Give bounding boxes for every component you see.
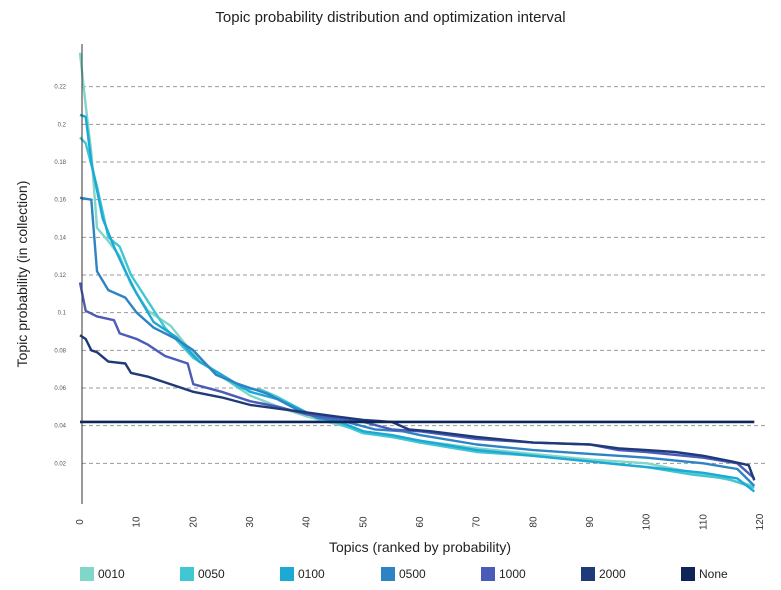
x-tick-label: 40 — [302, 516, 313, 528]
series-line-0500 — [79, 196, 756, 487]
y-tick-label: 0.08 — [54, 348, 66, 354]
legend: 0010 0050 0100 0500 1000 2000 None — [0, 565, 781, 585]
x-tick-label: 80 — [528, 516, 539, 528]
y-tick-label: 0.06 — [54, 386, 66, 392]
x-tick-label: 0 — [75, 519, 86, 525]
legend-swatch — [180, 567, 194, 581]
y-tick-labels: 0.02 0.04 0.06 0.08 0.1 0.12 0.14 0.16 0.18 0.2 0.… — [54, 85, 66, 468]
y-tick-label: 0.14 — [54, 235, 66, 241]
legend-swatch — [381, 567, 395, 581]
legend-label: 0100 — [298, 567, 325, 581]
series-line-2000 — [79, 334, 756, 481]
gridlines — [82, 86, 765, 464]
x-tick-label: 110 — [698, 514, 709, 530]
y-tick-label: 0.2 — [58, 122, 67, 128]
legend-swatch — [681, 567, 695, 581]
legend-item-0100: 0100 — [280, 565, 325, 583]
legend-item-0010: 0010 — [80, 565, 125, 583]
y-tick-label: 0.04 — [54, 424, 66, 430]
legend-label: 0010 — [98, 567, 125, 581]
legend-swatch — [280, 567, 294, 581]
x-tick-label: 10 — [132, 516, 143, 528]
series-line-1000 — [78, 282, 756, 480]
legend-item-0500: 0500 — [381, 565, 426, 583]
chart-title: Topic probability distribution and optim… — [215, 9, 566, 26]
legend-label: None — [699, 567, 728, 581]
legend-swatch — [581, 567, 595, 581]
series-lines — [78, 52, 756, 493]
y-tick-label: 0.02 — [54, 461, 66, 467]
legend-label: 0050 — [198, 567, 225, 581]
y-tick-label: 0.16 — [54, 198, 66, 204]
y-tick-label: 0.18 — [54, 160, 66, 166]
x-tick-label: 120 — [755, 513, 766, 530]
x-tick-label: 20 — [188, 516, 199, 528]
x-tick-label: 100 — [642, 513, 653, 530]
x-axis-label: Topics (ranked by probability) — [329, 539, 511, 555]
x-tick-label: 70 — [472, 516, 483, 528]
y-tick-label: 0.22 — [54, 85, 66, 91]
legend-item-1000: 1000 — [481, 565, 526, 583]
legend-label: 1000 — [499, 567, 526, 581]
y-axis-label: Topic probability (in collection) — [14, 181, 30, 368]
x-tick-label: 30 — [245, 516, 256, 528]
legend-item-0050: 0050 — [180, 565, 225, 583]
legend-item-None: None — [681, 565, 728, 583]
legend-label: 2000 — [599, 567, 626, 581]
x-tick-label: 60 — [415, 516, 426, 528]
y-tick-label: 0.12 — [54, 273, 66, 279]
x-tick-labels: 0 10 20 30 40 50 60 70 80 90 100 110 120 — [75, 513, 766, 530]
legend-label: 0500 — [399, 567, 426, 581]
x-tick-label: 50 — [358, 516, 369, 528]
legend-swatch — [481, 567, 495, 581]
y-tick-label: 0.1 — [58, 311, 67, 317]
x-tick-label: 90 — [585, 516, 596, 528]
legend-item-2000: 2000 — [581, 565, 626, 583]
legend-swatch — [80, 567, 94, 581]
